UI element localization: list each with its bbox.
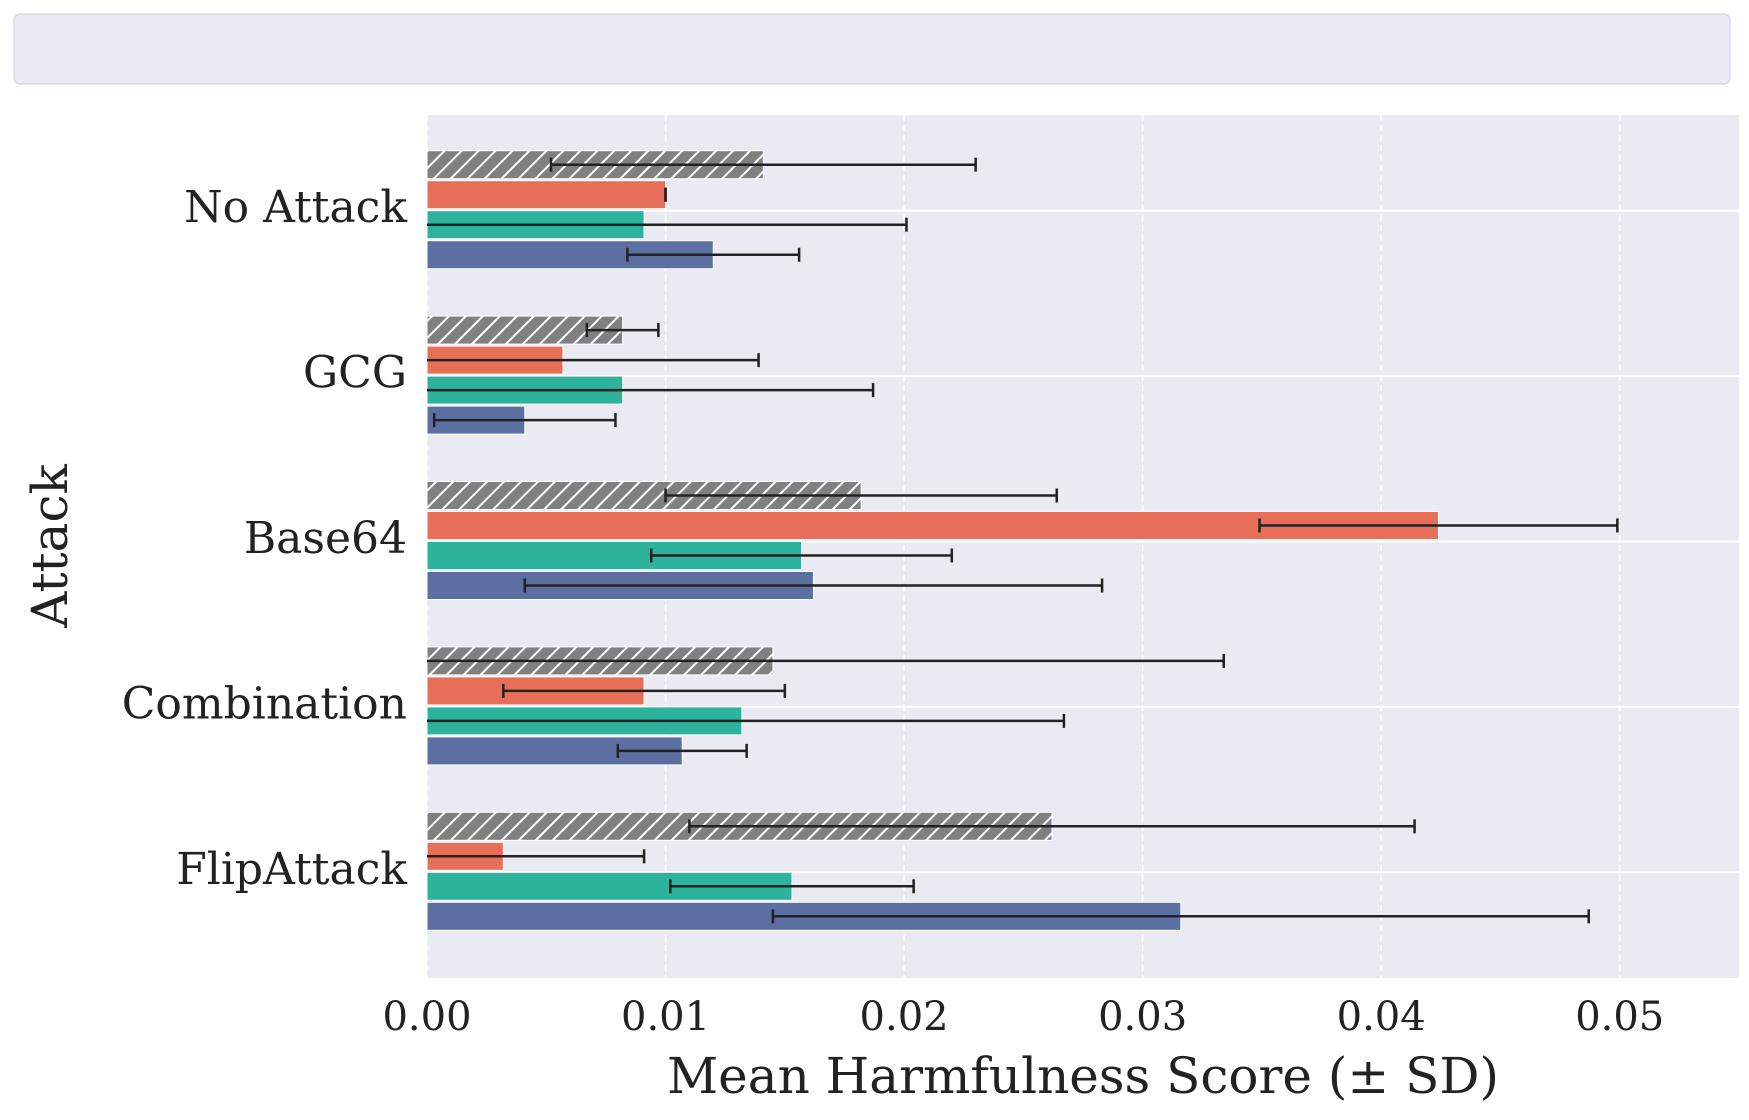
error-bar [502,683,787,698]
x-tick-label: 0.00 [382,994,471,1040]
y-tick-label: FlipAttack [176,844,407,895]
error-bar [427,217,908,232]
x-tick-label: 0.02 [860,994,949,1040]
error-bar [616,743,748,758]
x-tick-label: 0.04 [1337,994,1426,1040]
error-bar [427,713,1066,728]
error-bar [427,849,646,864]
error-bar [427,653,1225,668]
bar [427,180,667,210]
error-bar [427,353,760,368]
error-bar [664,488,1059,503]
error-bar [427,383,875,398]
x-axis-label: Mean Harmfulness Score (± SD) [667,1047,1499,1105]
y-axis-label: Attack [21,464,79,629]
error-bar [523,578,1104,593]
legend [13,13,1731,85]
error-bar [585,323,660,338]
y-tick-label: Combination [122,678,407,729]
error-bar [669,879,915,894]
error-bar [649,548,954,563]
x-tick-label: 0.01 [621,994,710,1040]
error-bar [432,413,617,428]
error-bar [771,909,1590,924]
error-bar [1258,518,1619,533]
error-bar [626,247,801,262]
y-tick-label: Base64 [244,513,407,564]
y-tick-label: GCG [303,348,407,399]
error-bar [549,157,977,172]
x-tick-label: 0.03 [1098,994,1187,1040]
x-tick-label: 0.05 [1575,994,1664,1040]
y-tick-label: No Attack [184,182,407,233]
error-bar [688,819,1416,834]
